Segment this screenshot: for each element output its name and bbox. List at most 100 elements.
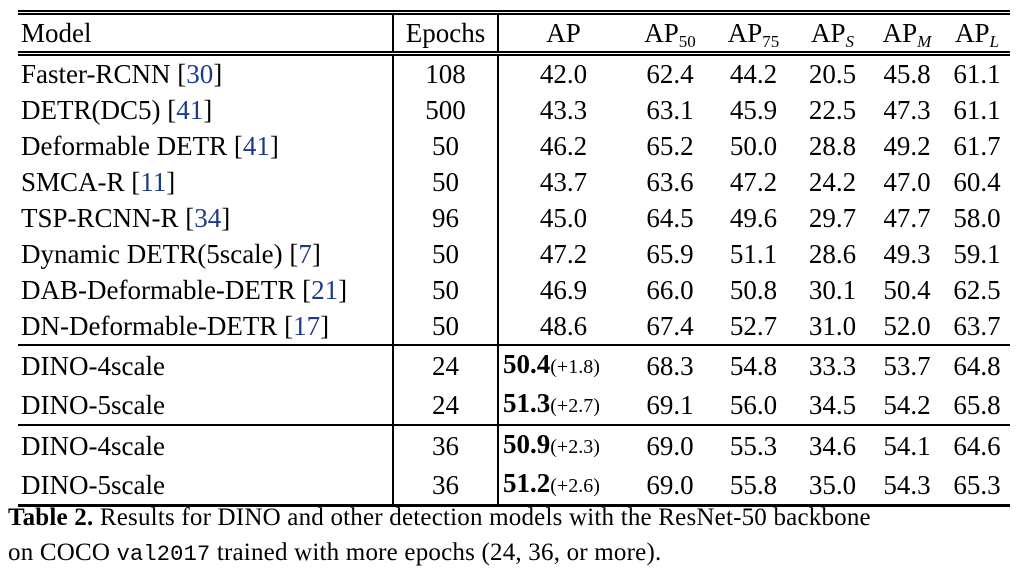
ap50-subscript: 50	[678, 32, 696, 51]
ap-value: 48.6	[539, 311, 588, 341]
aps-subscript: S	[845, 32, 855, 51]
model-name-cell: DINO-4scale	[18, 345, 394, 385]
ap75-cell: 55.8	[729, 469, 778, 500]
aps-cell: 31.0	[808, 311, 857, 341]
aps-cell: 20.5	[808, 59, 857, 89]
model-name-cell: TSP-RCNN-R [34]	[18, 200, 394, 236]
apm-base: AP	[882, 18, 918, 48]
citation-link[interactable]: 30	[186, 59, 214, 89]
table-row: DINO-5scale 24 51.3(+2.7) 69.1 56.0 34.5 54.2 6…	[18, 385, 1010, 425]
aps-base: AP	[810, 18, 846, 48]
ap75-cell: 54.8	[729, 350, 778, 381]
model-name-cell: Dynamic DETR(5scale) [7]	[18, 236, 394, 272]
ap-cell: 45.0	[498, 200, 628, 236]
ap50-cell: 65.2	[646, 131, 694, 161]
apm-cell: 50.4	[883, 275, 931, 305]
table-row: DETR(DC5) [41] 500 43.3 63.1 45.9 22.5 47.3 61.…	[18, 92, 1010, 128]
epochs-cell: 24	[393, 385, 499, 425]
apl-cell: 64.6	[953, 430, 1001, 461]
apl-cell: 65.3	[953, 469, 1001, 500]
epochs-cell: 36	[393, 425, 499, 465]
ap-cell: 50.4(+1.8)	[498, 345, 628, 385]
ap50-base: AP	[644, 18, 679, 48]
citation-link[interactable]: 34	[194, 203, 222, 233]
epochs-cell: 24	[393, 345, 499, 385]
ap75-cell: 49.6	[729, 203, 778, 233]
col-header-ap50: AP50	[628, 13, 712, 54]
model-name-cell: Faster-RCNN [30]	[18, 53, 394, 92]
ap-cell: 46.2	[498, 128, 628, 164]
dino-24epoch-group: DINO-4scale 24 50.4(+1.8) 68.3 54.8 33.3 53.7 6…	[18, 345, 1010, 425]
aps-cell: 34.6	[808, 430, 857, 461]
apl-cell: 62.5	[953, 275, 1001, 305]
ap75-cell: 56.0	[729, 389, 778, 420]
ap75-cell: 52.7	[729, 311, 778, 341]
apl-cell: 60.4	[953, 167, 1001, 197]
table-row: DINO-4scale 24 50.4(+1.8) 68.3 54.8 33.3 53.7 6…	[18, 345, 1010, 385]
apm-cell: 53.7	[883, 350, 931, 381]
ap75-cell: 51.1	[729, 239, 778, 269]
model-name-cell: DINO-5scale	[18, 385, 394, 425]
model-name-cell: DETR(DC5) [41]	[18, 92, 394, 128]
table-row: DN-Deformable-DETR [17] 50 48.6 67.4 52.7 31.…	[18, 308, 1010, 345]
citation-link[interactable]: 41	[242, 131, 270, 161]
apm-cell: 47.3	[883, 95, 931, 125]
ap-cell: 50.9(+2.3)	[498, 425, 628, 465]
ap-cell: 51.3(+2.7)	[498, 385, 628, 425]
ap-value: 51.3	[503, 388, 551, 418]
model-name-cell: DN-Deformable-DETR [17]	[18, 308, 394, 345]
caption-line-2: on COCO val2017 trained with more epochs…	[8, 535, 1020, 572]
citation-link[interactable]: 11	[140, 167, 167, 197]
ap-value: 46.2	[539, 131, 588, 161]
ap75-cell: 55.3	[729, 430, 778, 461]
citation-link[interactable]: 21	[311, 275, 339, 305]
apm-cell: 54.3	[883, 469, 931, 500]
col-header-model: Model	[18, 12, 394, 54]
apm-cell: 52.0	[883, 311, 931, 341]
apm-cell: 47.0	[883, 167, 931, 197]
citation-link[interactable]: 41	[176, 95, 204, 125]
epochs-cell: 50	[393, 164, 499, 200]
baseline-models-group: Faster-RCNN [30] 108 42.0 62.4 44.2 20.5 45.8 6…	[18, 53, 1010, 345]
table-row: DINO-5scale 36 51.2(+2.6) 69.0 55.8 35.0 54.3 6…	[18, 465, 1010, 506]
caption-text-2a: on COCO	[8, 539, 117, 566]
ap-value: 50.4	[503, 349, 551, 379]
apl-base: AP	[955, 18, 990, 48]
col-header-ap75: AP75	[712, 13, 795, 54]
ap-improvement-delta: (+2.3)	[550, 436, 600, 458]
aps-cell: 35.0	[808, 469, 857, 500]
ap50-cell: 62.4	[646, 59, 694, 89]
caption-code-val2017: val2017	[116, 542, 211, 567]
epochs-cell: 500	[393, 92, 499, 128]
citation-link[interactable]: 17	[293, 311, 321, 341]
epochs-cell: 108	[393, 53, 499, 92]
apl-subscript: L	[989, 32, 999, 51]
aps-cell: 22.5	[808, 95, 857, 125]
model-name-cell: SMCA-R [11]	[18, 164, 394, 200]
caption-table-number: Table 2.	[8, 504, 94, 531]
ap75-cell: 50.0	[729, 131, 778, 161]
ap50-cell: 68.3	[646, 350, 694, 381]
table-row: DINO-4scale 36 50.9(+2.3) 69.0 55.3 34.6 54.1 6…	[18, 425, 1010, 465]
table-row: Faster-RCNN [30] 108 42.0 62.4 44.2 20.5 45.8 6…	[18, 53, 1010, 92]
results-table: Model Epochs AP AP50 AP75 APS APM APL Fa…	[18, 10, 1010, 507]
ap-value: 43.7	[539, 167, 588, 197]
header-row: Model Epochs AP AP50 AP75 APS APM APL	[18, 12, 1010, 54]
ap-cell: 43.7	[498, 164, 628, 200]
model-name-cell: DINO-4scale	[18, 425, 394, 465]
ap75-cell: 50.8	[729, 275, 778, 305]
caption-line-1: Table 2. Results for DINO and other dete…	[8, 500, 1020, 535]
citation-link[interactable]: 7	[298, 239, 312, 269]
table-row: DAB-Deformable-DETR [21] 50 46.9 66.0 50.8 30…	[18, 272, 1010, 308]
table-row: Deformable DETR [41] 50 46.2 65.2 50.0 28.8 49…	[18, 128, 1010, 164]
model-name-cell: DINO-5scale	[18, 465, 394, 506]
ap-value: 50.9	[503, 429, 551, 459]
ap75-base: AP	[727, 18, 763, 48]
epochs-cell: 50	[393, 308, 499, 345]
apl-cell: 58.0	[953, 203, 1001, 233]
table-row: SMCA-R [11] 50 43.7 63.6 47.2 24.2 47.0 60.4	[18, 164, 1010, 200]
apl-cell: 63.7	[953, 311, 1001, 341]
ap-value: 42.0	[539, 59, 588, 89]
ap-improvement-delta: (+2.6)	[550, 475, 600, 497]
ap50-cell: 69.0	[646, 469, 694, 500]
